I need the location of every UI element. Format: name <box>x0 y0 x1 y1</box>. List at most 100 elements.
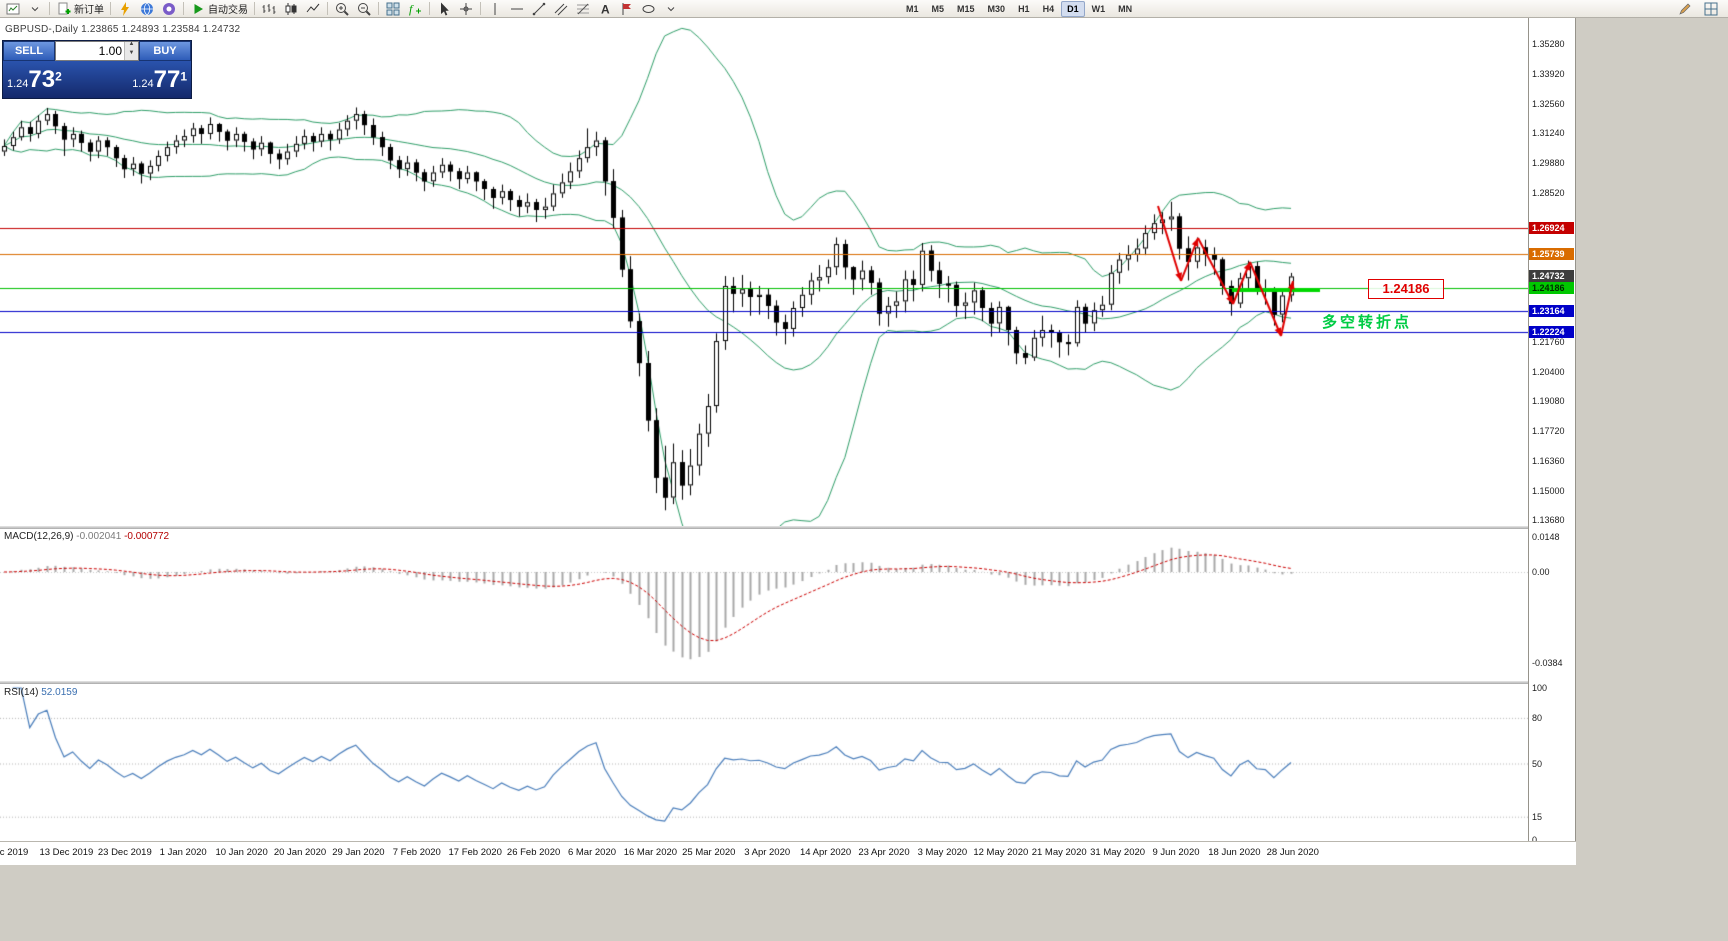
price-axis-label: 1.17720 <box>1532 425 1565 436</box>
volume-down-icon[interactable]: ▼ <box>125 50 138 60</box>
zoom-in-button[interactable] <box>331 0 353 18</box>
toolbar-separator <box>327 2 328 15</box>
circle-badge-icon <box>163 2 175 15</box>
volume-input[interactable] <box>56 42 124 60</box>
price-badge-1.24732: 1.24732 <box>1529 270 1574 283</box>
price-axis-label: 1.15000 <box>1532 485 1565 496</box>
macd-panel-canvas[interactable] <box>0 529 1528 681</box>
toolbar-separator <box>110 2 111 15</box>
timeframe-D1[interactable]: D1 <box>1061 0 1085 17</box>
crosshair-button[interactable] <box>455 0 477 18</box>
trendline-button[interactable] <box>528 0 550 18</box>
sell-price[interactable]: 1.24732 <box>7 66 62 93</box>
date-label: 20 Jan 2020 <box>273 847 327 858</box>
svg-text:A: A <box>601 2 610 16</box>
chart-new-icon <box>6 3 20 14</box>
price-chart-canvas[interactable] <box>0 18 1528 526</box>
arrow-down-icon <box>31 6 39 11</box>
rsi-panel-canvas[interactable] <box>0 684 1528 841</box>
zoom-out-icon <box>358 2 371 16</box>
date-label: 13 Dec 2019 <box>39 847 94 858</box>
rsi-axis-label: 15 <box>1532 812 1543 823</box>
arrows-button[interactable] <box>616 0 638 18</box>
timeframe-toolbar: M1 M5 M15 M30 H1 H4 D1 W1 MN <box>900 0 1138 17</box>
chart-bars-icon <box>262 3 276 14</box>
svg-text:f: f <box>409 2 414 16</box>
macd-panel-divider[interactable] <box>0 526 1528 529</box>
price-axis-label: 1.33920 <box>1532 68 1565 79</box>
timeframe-H1[interactable]: H1 <box>1018 3 1030 14</box>
timeframe-M1[interactable]: M1 <box>906 3 919 14</box>
date-label: 3 May 2020 <box>917 847 968 858</box>
buy-price[interactable]: 1.24771 <box>132 66 187 93</box>
grid2-icon <box>1704 2 1718 15</box>
sell-button[interactable]: SELL <box>3 41 55 61</box>
bar-chart-button[interactable] <box>258 0 280 18</box>
tile-windows-button[interactable] <box>382 0 404 18</box>
indicators-button[interactable]: f <box>404 0 426 18</box>
timeframe-M15[interactable]: M15 <box>957 3 975 14</box>
date-label: 21 May 2020 <box>1031 847 1087 858</box>
alerts-button[interactable] <box>114 0 136 18</box>
timeframe-MN[interactable]: MN <box>1118 3 1133 14</box>
price-badge-1.24186: 1.24186 <box>1529 282 1574 295</box>
price-axis-label: 1.35280 <box>1532 39 1565 49</box>
macd-axis-label: 0.0148 <box>1532 531 1560 542</box>
market-button[interactable] <box>136 0 158 18</box>
price-annotation-label: 1.24186 <box>1368 279 1444 299</box>
fibo-icon <box>577 3 589 14</box>
toolbar-separator <box>254 2 255 15</box>
cursor-button[interactable] <box>433 0 455 18</box>
toolbar-separator <box>49 2 50 15</box>
volume-up-icon[interactable]: ▲ <box>125 41 138 51</box>
text-button[interactable]: A <box>594 0 616 18</box>
chart-list-dropdown[interactable] <box>24 0 46 18</box>
horizontal-line-button[interactable] <box>506 0 528 18</box>
channel-button[interactable] <box>550 0 572 18</box>
date-label: 16 Mar 2020 <box>623 847 678 858</box>
community-button[interactable] <box>158 0 180 18</box>
timeframe-M30[interactable]: M30 <box>987 3 1006 14</box>
timeframe-H4[interactable]: H4 <box>1042 3 1055 14</box>
shapes-button[interactable] <box>638 0 660 18</box>
rsi-label: RSI(14) 52.0159 <box>4 687 77 698</box>
date-label: 3 Apr 2020 <box>744 847 791 858</box>
new-chart-button[interactable] <box>2 0 24 18</box>
timeframe-M5[interactable]: M5 <box>931 3 945 14</box>
autotrading-button-label: 自动交易 <box>208 5 248 16</box>
macd-value-signal: -0.000772 <box>124 531 170 542</box>
new-order-button-label: 新订单 <box>74 5 104 16</box>
buy-button[interactable]: BUY <box>139 41 191 61</box>
toolbar-separator <box>480 2 481 15</box>
toolbar-groups: 新订单 自动交易 f A <box>2 1 682 17</box>
volume-stepper[interactable]: ▲ ▼ <box>124 41 138 60</box>
line-chart-button[interactable] <box>302 0 324 18</box>
date-label: 10 Jan 2020 <box>215 847 268 858</box>
rsi-panel-divider[interactable] <box>0 681 1528 684</box>
date-label: 18 Jun 2020 <box>1208 847 1261 858</box>
vertical-line-button[interactable] <box>484 0 506 18</box>
price-axis[interactable]: 1.35280 1.33920 1.32560 1.31240 1.29880 1.285… <box>1529 18 1575 845</box>
rsi-value: 52.0159 <box>41 687 78 698</box>
crosshair-icon <box>460 2 472 15</box>
date-label: 12 May 2020 <box>973 847 1029 858</box>
turning-point-note: 多空转折点 <box>1322 314 1413 331</box>
timeframe-W1[interactable]: W1 <box>1091 3 1106 14</box>
quick-draw-button[interactable] <box>1674 0 1696 18</box>
macd-axis-label: 0.00 <box>1532 567 1550 577</box>
date-label: 28 Jun 2020 <box>1266 847 1319 858</box>
macd-axis-label: -0.0384 <box>1532 657 1563 668</box>
workspace-button[interactable] <box>1700 0 1722 18</box>
price-axis-label: 1.19080 <box>1532 396 1565 406</box>
shapes-dropdown[interactable] <box>660 0 682 18</box>
price-badge-1.25739: 1.25739 <box>1529 248 1574 261</box>
fibonacci-button[interactable] <box>572 0 594 18</box>
cursor-icon <box>441 2 449 15</box>
tline-icon <box>532 2 546 15</box>
autotrading-button[interactable]: 自动交易 <box>187 0 251 18</box>
candlestick-chart-button[interactable] <box>280 0 302 18</box>
new-order-button[interactable]: 新订单 <box>53 0 107 18</box>
channel-icon <box>554 3 568 15</box>
zoom-out-button[interactable] <box>353 0 375 18</box>
